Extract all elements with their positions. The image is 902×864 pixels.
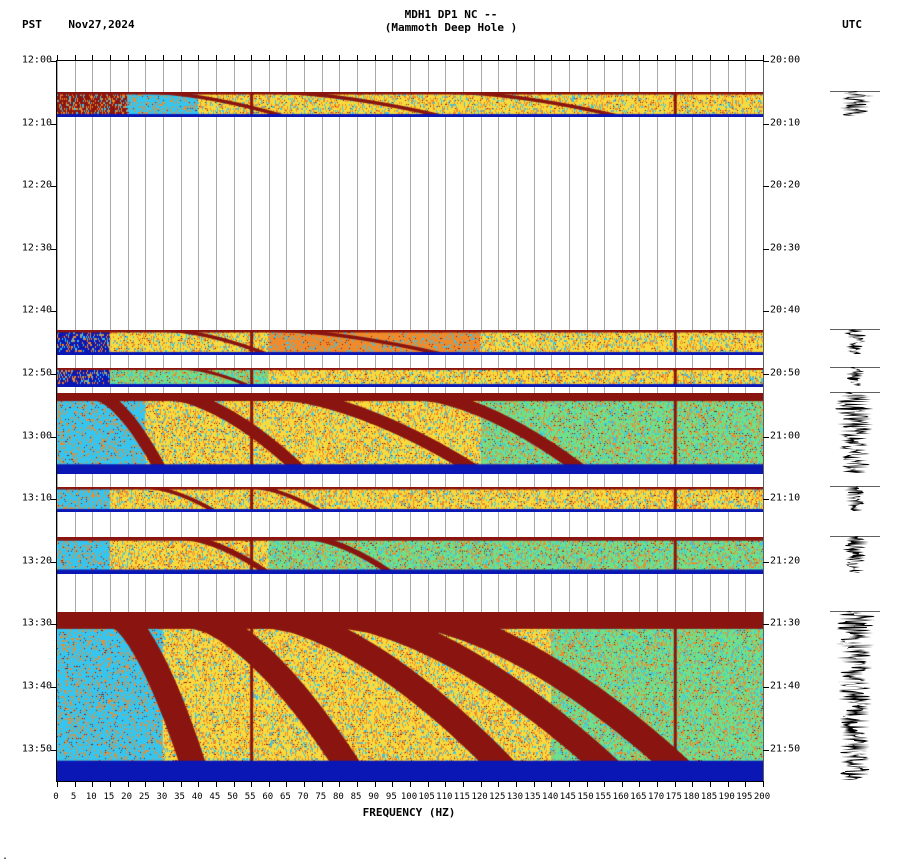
y-tick-label-left: 13:20: [22, 555, 52, 566]
x-tick-label: 115: [454, 792, 470, 802]
x-tick-label: 85: [351, 792, 362, 802]
x-tick-label: 160: [613, 792, 629, 802]
chart-header: MDH1 DP1 NC -- (Mammoth Deep Hole ): [0, 0, 902, 34]
spectrogram-band: [57, 487, 763, 512]
x-tick-label: 150: [577, 792, 593, 802]
x-tick-label: 40: [192, 792, 203, 802]
x-tick-label: 180: [683, 792, 699, 802]
y-tick-label-left: 12:30: [22, 242, 52, 253]
x-tick-label: 25: [139, 792, 150, 802]
seismogram-trace: [825, 536, 885, 574]
spectrogram-band: [57, 368, 763, 387]
y-tick-label-left: 12:10: [22, 117, 52, 128]
x-tick-label: 90: [368, 792, 379, 802]
x-tick-label: 105: [419, 792, 435, 802]
title-line-1: MDH1 DP1 NC --: [0, 0, 902, 21]
x-tick-label: 70: [298, 792, 309, 802]
y-tick-label-right: 20:40: [770, 305, 800, 316]
x-tick-label: 145: [560, 792, 576, 802]
x-tick-label: 15: [104, 792, 115, 802]
spectrogram-band: [57, 330, 763, 355]
y-tick-label-right: 20:10: [770, 117, 800, 128]
top-left-label: PST Nov27,2024: [22, 18, 135, 31]
y-tick-label-left: 13:50: [22, 743, 52, 754]
spectrogram-band: [57, 537, 763, 575]
y-tick-label-left: 12:00: [22, 55, 52, 66]
seismogram-trace: [825, 367, 885, 386]
seismogram-trace: [825, 91, 885, 116]
gridline-v: [763, 61, 764, 781]
x-tick-label: 80: [333, 792, 344, 802]
top-right-label: UTC: [842, 18, 862, 31]
x-tick-label: 195: [736, 792, 752, 802]
x-tick-label: 190: [719, 792, 735, 802]
y-tick-label-right: 20:20: [770, 180, 800, 191]
y-tick-label-left: 13:10: [22, 493, 52, 504]
x-tick-label: 100: [401, 792, 417, 802]
x-tick-label: 130: [507, 792, 523, 802]
tz-utc-label: UTC: [842, 18, 862, 31]
date-label: Nov27,2024: [68, 18, 134, 31]
seismogram-trace: [825, 611, 885, 780]
x-tick-label: 5: [71, 792, 76, 802]
y-tick-label-left: 12:20: [22, 180, 52, 191]
x-axis-title: FREQUENCY (HZ): [56, 806, 762, 819]
x-tick-label: 200: [754, 792, 770, 802]
y-tick-label-right: 20:50: [770, 368, 800, 379]
spectrogram-plot: [56, 60, 764, 782]
x-tick-label: 30: [156, 792, 167, 802]
x-tick-label: 0: [53, 792, 58, 802]
x-tick-label: 110: [436, 792, 452, 802]
y-tick-label-left: 13:30: [22, 618, 52, 629]
y-tick-label-right: 21:20: [770, 555, 800, 566]
x-tick-label: 120: [471, 792, 487, 802]
tz-pst-label: PST: [22, 18, 42, 31]
x-tick-label: 170: [648, 792, 664, 802]
x-tick-label: 35: [174, 792, 185, 802]
spectrogram-band: [57, 92, 763, 117]
y-tick-label-right: 20:30: [770, 242, 800, 253]
x-tick-label: 65: [280, 792, 291, 802]
x-tick-label: 140: [542, 792, 558, 802]
seismogram-trace: [825, 486, 885, 511]
y-tick-label-left: 12:50: [22, 368, 52, 379]
x-tick-label: 50: [227, 792, 238, 802]
x-tick-label: 135: [524, 792, 540, 802]
x-tick-label: 175: [666, 792, 682, 802]
title-line-2: (Mammoth Deep Hole ): [0, 21, 902, 34]
y-tick-label-left: 12:40: [22, 305, 52, 316]
x-tick-label: 75: [315, 792, 326, 802]
x-tick-label: 185: [701, 792, 717, 802]
spectrogram-band: [57, 612, 763, 781]
y-tick-label-right: 21:40: [770, 681, 800, 692]
seismogram-trace: [825, 392, 885, 473]
y-tick-label-left: 13:00: [22, 430, 52, 441]
y-tick-label-right: 21:30: [770, 618, 800, 629]
y-tick-label-right: 21:10: [770, 493, 800, 504]
x-tick-label: 45: [209, 792, 220, 802]
x-tick-label: 20: [121, 792, 132, 802]
x-tick-label: 60: [262, 792, 273, 802]
x-tick-label: 10: [86, 792, 97, 802]
y-tick-label-left: 13:40: [22, 681, 52, 692]
y-tick-label-right: 21:50: [770, 743, 800, 754]
x-tick-label: 155: [595, 792, 611, 802]
spectrogram-band: [57, 393, 763, 474]
seismogram-trace: [825, 329, 885, 354]
figure-container: MDH1 DP1 NC -- (Mammoth Deep Hole ) PST …: [0, 0, 902, 864]
x-tick-label: 95: [386, 792, 397, 802]
y-tick-label-right: 20:00: [770, 55, 800, 66]
x-tick-label: 165: [630, 792, 646, 802]
footer-char: .: [2, 851, 8, 862]
x-tick-label: 55: [245, 792, 256, 802]
x-tick-label: 125: [489, 792, 505, 802]
y-tick-label-right: 21:00: [770, 430, 800, 441]
